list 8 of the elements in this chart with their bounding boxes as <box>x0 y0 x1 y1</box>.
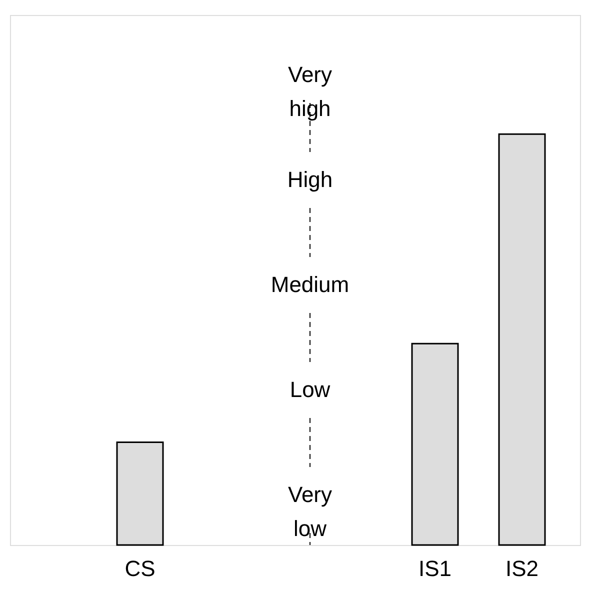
annotation: Low <box>290 377 330 402</box>
x-tick-label: IS1 <box>418 556 452 581</box>
annotation: Medium <box>270 272 350 297</box>
annotation: Very low <box>288 482 332 541</box>
annotation: High <box>287 167 333 192</box>
x-tick-label: CS <box>124 556 156 581</box>
x-tick-label: IS2 <box>505 556 539 581</box>
text: Very high <box>288 62 332 121</box>
